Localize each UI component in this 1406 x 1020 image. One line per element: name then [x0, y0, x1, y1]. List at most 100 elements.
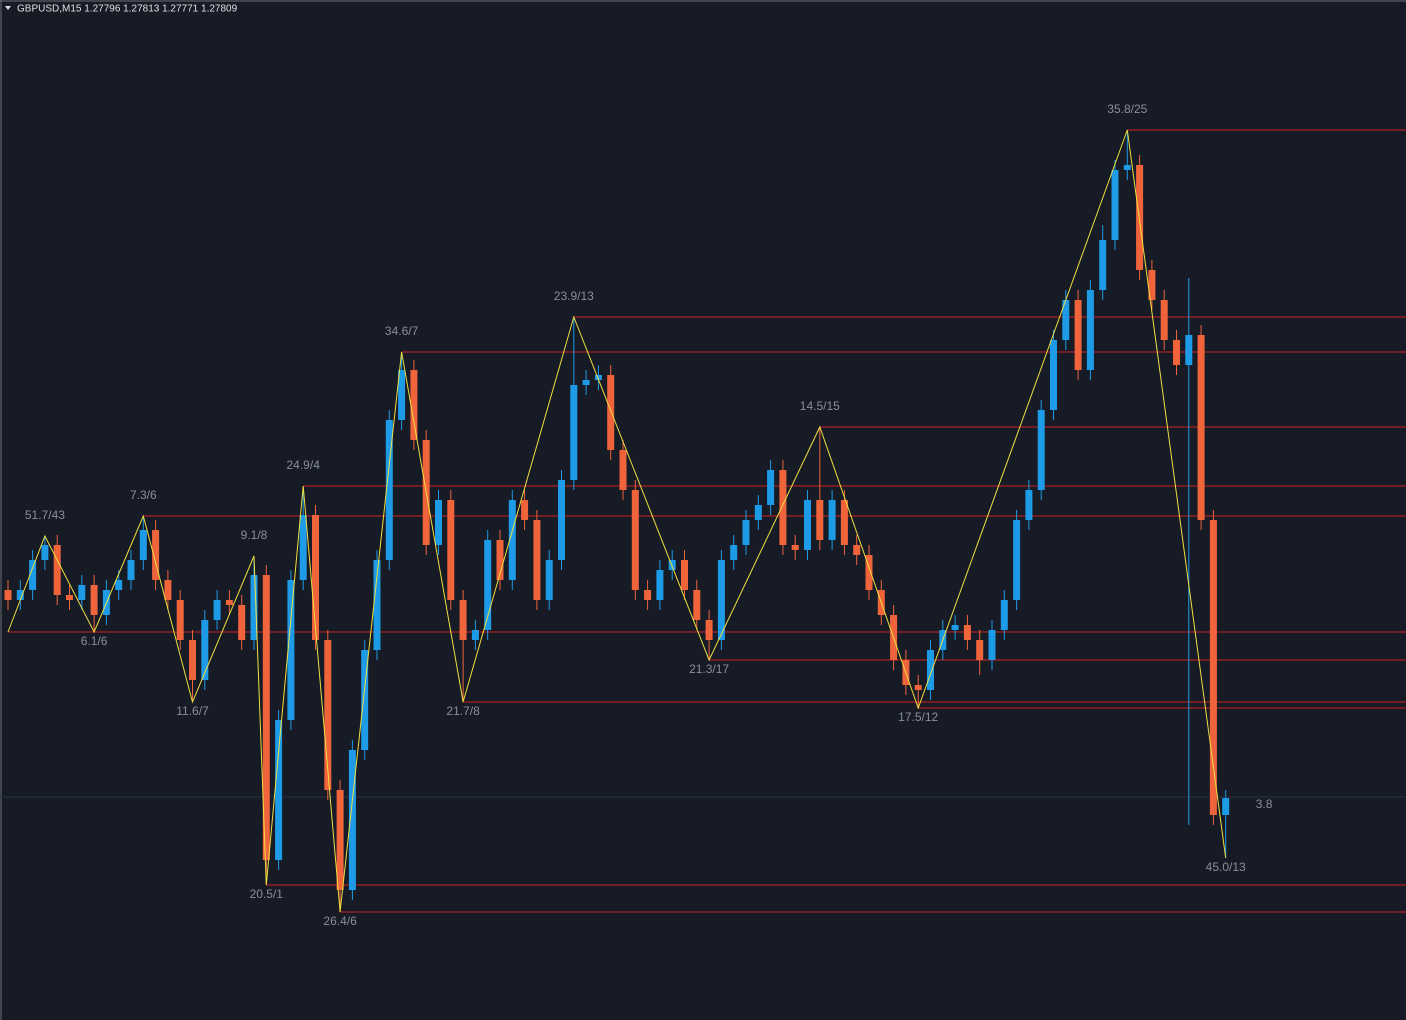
swing-label: 35.8/25: [1107, 102, 1147, 116]
candle-body: [693, 590, 701, 620]
candle-body: [4, 590, 12, 600]
candle-body: [607, 375, 615, 450]
candle-body: [139, 530, 147, 560]
candle-body: [767, 470, 775, 505]
candle-body: [1111, 170, 1119, 240]
candle-body: [1148, 270, 1156, 300]
candle-body: [1000, 600, 1008, 630]
swing-label: 11.6/7: [176, 704, 209, 718]
candle-body: [1185, 335, 1193, 365]
candle-body: [1123, 165, 1131, 170]
candle-body: [668, 560, 676, 570]
candle-body: [508, 500, 516, 580]
candle-body: [951, 625, 959, 630]
candle-body: [1050, 340, 1057, 410]
candle-body: [484, 540, 492, 630]
candle-body: [779, 470, 787, 545]
candle-body: [558, 480, 565, 560]
candle-body: [656, 570, 664, 600]
candle-body: [410, 370, 418, 440]
candle-body: [717, 560, 725, 640]
candle-body: [78, 585, 86, 600]
candle-body: [275, 720, 283, 860]
swing-label: 17.5/12: [898, 710, 938, 724]
candle-body: [324, 640, 332, 790]
candle-body: [336, 790, 344, 890]
candle-body: [1209, 520, 1217, 815]
candle-body: [927, 650, 934, 690]
candle-body: [705, 620, 713, 640]
candle-body: [570, 385, 578, 480]
candle-body: [189, 640, 196, 680]
candle-body: [644, 590, 652, 600]
zigzag-line: [7, 129, 1227, 913]
candle-body: [816, 500, 824, 540]
swing-label: 14.5/15: [800, 399, 840, 413]
candle-body: [238, 605, 246, 640]
spread-label: 3.8: [1256, 797, 1273, 811]
candle-body: [53, 545, 61, 595]
candle-body: [262, 575, 270, 860]
swing-label: 9.1/8: [241, 528, 268, 542]
candle-body: [1025, 490, 1033, 520]
candle-body: [545, 560, 553, 600]
candle-body: [1037, 410, 1045, 490]
candle-body: [521, 500, 529, 520]
swing-label: 24.9/4: [287, 458, 321, 472]
candle-body: [754, 505, 762, 520]
candle-body: [312, 515, 319, 640]
swing-label: 6.1/6: [81, 634, 108, 648]
candle-body: [287, 580, 295, 720]
menu-triangle[interactable]: [5, 6, 11, 10]
candle-body: [1160, 300, 1168, 340]
swing-label: 21.3/17: [689, 662, 729, 676]
swing-label: 21.7/8: [446, 704, 480, 718]
candle-body: [828, 500, 836, 540]
candle-body: [29, 560, 37, 590]
candle-body: [1086, 290, 1094, 370]
candle-body: [373, 560, 381, 650]
swing-label: 45.0/13: [1206, 860, 1246, 874]
swing-label: 7.3/6: [130, 488, 157, 502]
candle-body: [1197, 335, 1205, 520]
candle-body: [1062, 300, 1070, 340]
candle-body: [213, 600, 221, 620]
candle-body: [471, 630, 479, 640]
candle-body: [742, 520, 750, 545]
candle-body: [361, 650, 369, 750]
candle-body: [681, 560, 688, 590]
candle-body: [176, 600, 184, 640]
swing-label: 51.7/43: [25, 508, 65, 522]
symbol-header: GBPUSD,M15 1.27796 1.27813 1.27771 1.278…: [17, 4, 238, 15]
candle-body: [1173, 340, 1180, 365]
candle-body: [164, 580, 172, 600]
candle-body: [66, 595, 73, 600]
candle-body: [1222, 798, 1230, 815]
swing-label: 23.9/13: [554, 289, 594, 303]
candle-body: [976, 640, 984, 660]
candle-body: [225, 600, 233, 605]
candle-body: [1074, 300, 1082, 370]
candle-body: [90, 585, 98, 615]
candle-body: [299, 515, 307, 580]
candle-body: [435, 500, 442, 545]
candle-body: [963, 625, 971, 640]
candle-body: [582, 380, 590, 385]
swing-label: 20.5/1: [250, 887, 284, 901]
candle-body: [348, 750, 356, 890]
candle-body: [152, 530, 160, 580]
candle-body: [988, 630, 996, 660]
swing-label: 34.6/7: [385, 324, 419, 338]
candle-body: [804, 500, 811, 550]
candle-body: [631, 490, 639, 590]
candle-body: [385, 420, 393, 560]
candle-body: [840, 500, 848, 545]
candle-body: [115, 580, 123, 590]
candle-body: [865, 555, 873, 590]
candle-body: [41, 545, 49, 560]
candle-body: [1013, 520, 1021, 600]
candle-body: [496, 540, 504, 580]
candle-body: [853, 545, 861, 555]
